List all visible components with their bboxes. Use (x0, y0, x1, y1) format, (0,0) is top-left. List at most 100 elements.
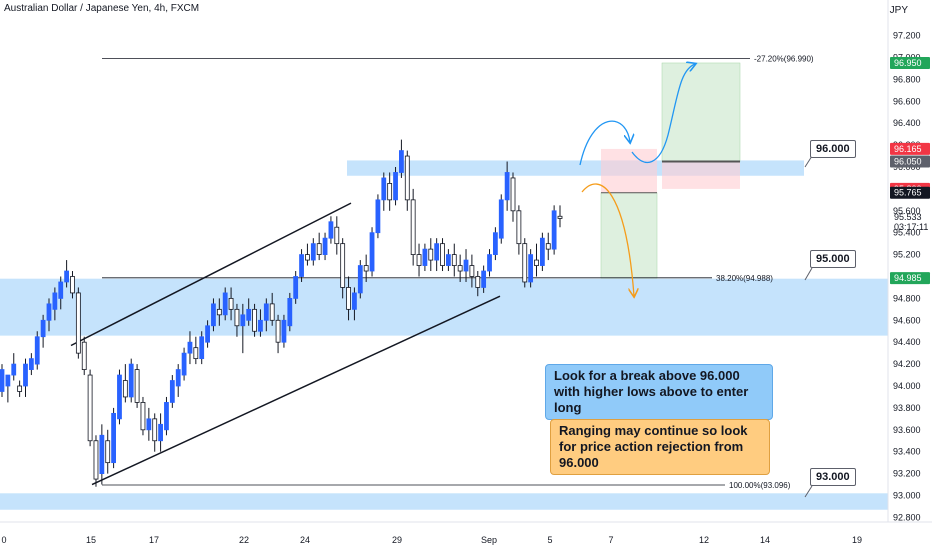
candle-body (40, 319, 46, 338)
candle-body (381, 177, 387, 201)
candle-body (252, 308, 257, 332)
candle-body (134, 369, 140, 403)
candle-body (175, 369, 181, 387)
y-tick-label: 96.400 (893, 118, 921, 128)
candle-body (46, 303, 52, 321)
candle-body (299, 254, 304, 277)
candle-body (387, 183, 393, 201)
arrow-blue-up (579, 120, 630, 166)
candle-body (410, 199, 416, 256)
x-tick-label: Sep (481, 535, 497, 545)
y-tick-label: 94.200 (893, 359, 921, 369)
level-tag-95000[interactable]: 95.000 (810, 250, 856, 268)
candle-body (463, 259, 469, 272)
candle-body (510, 177, 516, 212)
y-tick-label: 93.800 (893, 403, 921, 413)
long-risk-box (662, 161, 740, 189)
long-profit-box (661, 62, 741, 162)
candle-body (199, 336, 205, 360)
candle-body (487, 254, 492, 272)
candle-body (416, 254, 422, 266)
y-tick-label: 96.600 (893, 96, 921, 106)
short-profit-box (600, 192, 658, 279)
chart-title: Australian Dollar / Japanese Yen, 4h, FX… (4, 3, 200, 14)
candle-body (539, 237, 545, 266)
short-risk-box (601, 148, 657, 193)
price-badge-value: 94.985 (894, 273, 922, 283)
x-tick-label: 12 (699, 535, 709, 545)
candle-body (504, 172, 510, 201)
fib-label: 38.20%(94.988) (716, 274, 773, 283)
candle-body (222, 292, 228, 316)
x-tick-label: 7 (608, 535, 613, 545)
tag-connector (804, 267, 813, 281)
fib-label: -27.20%(96.990) (754, 55, 814, 64)
candle-body (293, 276, 299, 299)
x-tick-label: 5 (547, 535, 552, 545)
candle-body (269, 303, 275, 321)
candle-body (404, 155, 410, 201)
level-tag-96000[interactable]: 96.000 (810, 140, 856, 158)
y-tick-label: 95.600 (893, 206, 921, 216)
price-badge-value: 96.050 (894, 157, 922, 167)
candle-body (58, 281, 64, 299)
candle-body (0, 369, 5, 392)
candle-body (481, 270, 487, 288)
y-tick-label: 94.600 (893, 315, 921, 325)
y-tick-label: 93.600 (893, 425, 921, 435)
candle-body (545, 243, 551, 250)
candle-body (346, 287, 351, 310)
x-tick-label: 19 (852, 535, 862, 545)
price-badge (890, 142, 930, 155)
x-tick-label: 17 (149, 535, 159, 545)
candle-body (352, 292, 357, 310)
candle-body (440, 243, 445, 266)
candle-body (369, 232, 375, 272)
x-tick-label: 14 (760, 535, 770, 545)
candle-body (211, 303, 216, 327)
arrow-blue-breakout (631, 64, 695, 163)
y-tick-label: 93.000 (893, 491, 921, 501)
last-price-value: 95.533 (894, 212, 922, 222)
candle-body (146, 418, 152, 431)
y-tick-label: 97.200 (893, 31, 921, 41)
candle-body (169, 380, 175, 403)
candle-body (316, 243, 322, 255)
candle-body (164, 402, 169, 431)
currency-label: JPY (889, 5, 908, 16)
y-tick-label: 96.800 (893, 74, 921, 84)
candle-body (263, 303, 269, 321)
candle-body (328, 221, 334, 239)
candle-body (498, 199, 504, 239)
candle-body (492, 232, 498, 255)
candle-body (128, 363, 134, 398)
candle-body (340, 243, 346, 288)
last-price-countdown: 03:17:11 (894, 222, 928, 232)
candle-body (310, 243, 316, 261)
candle-body (528, 254, 534, 283)
candle-body (187, 341, 193, 354)
candle-body (357, 265, 363, 294)
zone-base (0, 493, 888, 510)
candle-body (122, 380, 128, 398)
long-setup-note[interactable]: Look for a break above 96.000 with highe… (545, 364, 773, 420)
x-tick-label: 15 (86, 535, 96, 545)
price-badge (890, 186, 930, 199)
candle-body (205, 325, 210, 343)
y-tick-label: 95.200 (893, 250, 921, 260)
price-badge-value: 96.165 (894, 144, 922, 154)
price-badge-value: 96.950 (894, 58, 922, 68)
range-note[interactable]: Ranging may continue so look for price a… (550, 419, 770, 475)
x-tick-label: 22 (239, 535, 249, 545)
candle-body (375, 199, 381, 234)
candle-body (469, 265, 475, 277)
position-boxes-layer (600, 62, 741, 279)
level-tag-93000[interactable]: 93.000 (810, 468, 856, 486)
candle-body (105, 440, 111, 464)
candle-body (428, 248, 434, 261)
channel-upper-line (70, 202, 352, 347)
arrow-orange-rejection (581, 183, 634, 296)
zone-support (0, 278, 888, 336)
